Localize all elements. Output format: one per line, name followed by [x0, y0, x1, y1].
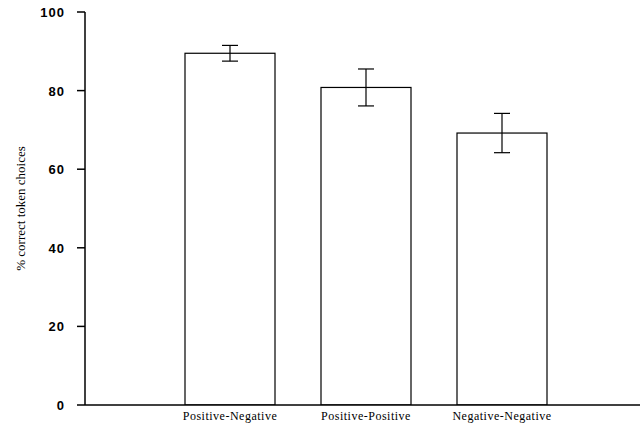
- y-tick-label: 20: [49, 319, 65, 334]
- error-stem: [501, 113, 502, 152]
- y-tick-label: 100: [40, 5, 65, 20]
- y-axis: [84, 12, 86, 405]
- y-tick-label: 60: [49, 162, 65, 177]
- error-cap: [494, 113, 510, 114]
- x-tick-label: Negative-Negative: [452, 409, 551, 423]
- error-bar: [358, 69, 374, 106]
- y-tick: [77, 168, 85, 170]
- x-axis: [85, 404, 640, 406]
- bars: [185, 45, 547, 405]
- x-tick-label: Positive-Positive: [321, 409, 411, 423]
- bar: [321, 87, 411, 405]
- y-axis-label: % correct token choices: [13, 146, 28, 271]
- bar: [457, 133, 547, 405]
- y-tick: [77, 11, 85, 13]
- error-cap: [222, 61, 238, 62]
- y-tick: [77, 326, 85, 328]
- y-tick: [77, 90, 85, 92]
- y-tick-label: 0: [57, 398, 65, 413]
- error-stem: [365, 69, 366, 106]
- error-cap: [494, 152, 510, 153]
- chart: Positive-Negative Positive-Positive Negati…: [0, 0, 640, 426]
- y-tick: [77, 247, 85, 249]
- error-bar: [222, 45, 238, 61]
- error-stem: [229, 45, 230, 61]
- error-bar: [494, 113, 510, 152]
- x-tick-label: Positive-Negative: [183, 409, 277, 423]
- error-cap: [358, 68, 374, 69]
- y-tick: [77, 404, 85, 406]
- bar: [185, 53, 275, 405]
- error-cap: [222, 45, 238, 46]
- error-cap: [358, 105, 374, 106]
- y-tick-label: 40: [49, 241, 65, 256]
- y-tick-label: 80: [49, 84, 65, 99]
